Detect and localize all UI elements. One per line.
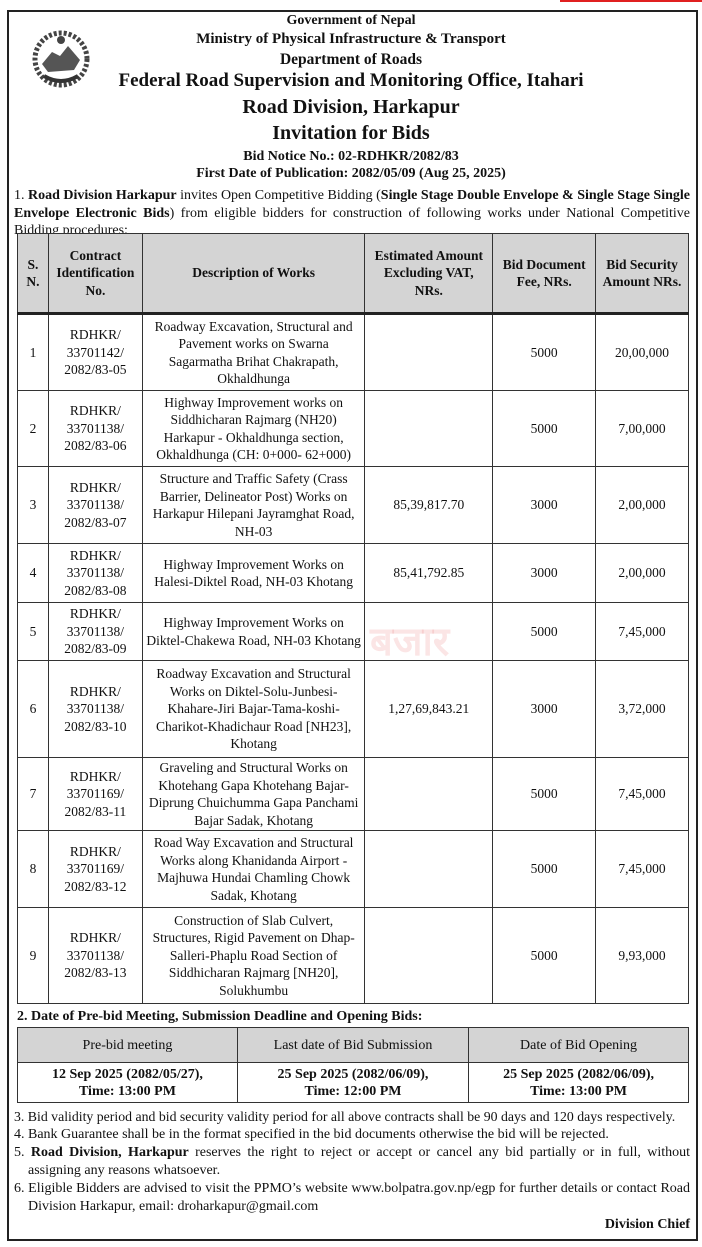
sn-cell: 6 [17,660,49,758]
bid-notice-no: Bid Notice No.: 02-RDHKR/2082/83 [243,149,459,164]
doc-fee-cell: 3000 [492,660,597,758]
sn-cell: 7 [17,757,49,831]
col-contract-id: Contract Identification No. [47,233,143,315]
opening-header: Date of Bid Opening [468,1027,689,1063]
top-red-line [560,0,702,2]
division-name: Road Division, Harkapur [242,96,460,118]
estimated-amount-cell [364,390,494,467]
works-table: S. N. Contract Identification No. Descri… [17,233,689,1004]
contract-id-cell: RDHKR/ 33701138/ 2082/83-06 [47,390,143,467]
description-cell: Highway Improvement Works on Halesi-Dikt… [141,543,366,603]
doc-fee-cell: 5000 [492,907,597,1004]
doc-fee-cell: 3000 [492,543,597,603]
table-row: 8 RDHKR/ 33701169/ 2082/83-12 Road Way Exc… [17,830,689,908]
contract-id-cell: RDHKR/ 33701169/ 2082/83-12 [47,830,143,908]
description-cell: Highway Improvement Works on Diktel-Chak… [141,602,366,661]
contract-id-cell: RDHKR/ 33701138/ 2082/83-10 [47,660,143,758]
col-sn: S. N. [17,233,49,315]
sn-cell: 3 [17,466,49,544]
col-estimated-amount: Estimated Amount Excluding VAT, NRs. [364,233,494,315]
table-row: 9 RDHKR/ 33701138/ 2082/83-13 Construction… [17,907,689,1004]
description-cell: Roadway Excavation, Structural and Pavem… [141,313,366,391]
doc-fee-cell: 5000 [492,602,597,661]
security-cell: 20,00,000 [595,313,689,391]
contract-id-cell: RDHKR/ 33701138/ 2082/83-09 [47,602,143,661]
estimated-amount-cell [364,757,494,831]
description-cell: Road Way Excavation and Structural Works… [141,830,366,908]
prebid-header: Pre-bid meeting [17,1027,238,1063]
doc-fee-cell: 5000 [492,390,597,467]
estimated-amount-cell [364,907,494,1004]
contract-id-cell: RDHKR/ 33701169/ 2082/83-11 [47,757,143,831]
sn-cell: 8 [17,830,49,908]
description-cell: Roadway Excavation and Structural Works … [141,660,366,758]
sn-cell: 2 [17,390,49,467]
security-cell: 2,00,000 [595,466,689,544]
security-cell: 7,45,000 [595,602,689,661]
doc-fee-cell: 5000 [492,757,597,831]
note-6: 6. Eligible Bidders are advised to visit… [14,1181,690,1214]
sn-cell: 9 [17,907,49,1004]
estimated-amount-cell: 1,27,69,843.21 [364,660,494,758]
opening-date: 25 Sep 2025 (2082/06/09), Time: 13:00 PM [468,1062,689,1103]
office-name: Federal Road Supervision and Monitoring … [118,70,584,91]
description-cell: Graveling and Structural Works on Khoteh… [141,757,366,831]
sn-cell: 1 [17,313,49,391]
contract-id-cell: RDHKR/ 33701138/ 2082/83-13 [47,907,143,1004]
notice-frame [7,10,698,1241]
table-row: 6 RDHKR/ 33701138/ 2082/83-10 Roadway Exca… [17,660,689,758]
estimated-amount-cell: 85,41,792.85 [364,543,494,603]
security-cell: 7,00,000 [595,390,689,467]
doc-fee-cell: 5000 [492,830,597,908]
dates-table: Pre-bid meeting Last date of Bid Submissi… [17,1027,689,1103]
security-cell: 2,00,000 [595,543,689,603]
description-cell: Structure and Traffic Safety (Crass Barr… [141,466,366,544]
col-description: Description of Works [141,233,366,315]
estimated-amount-cell [364,313,494,391]
table-row: 3 RDHKR/ 33701138/ 2082/83-07 Structure an… [17,466,689,544]
signature: Division Chief [604,1217,690,1232]
table-row: 1 RDHKR/ 33701142/ 2082/83-05 Roadway Exca… [17,313,689,391]
submission-header: Last date of Bid Submission [236,1027,470,1063]
table-row: 7 RDHKR/ 33701169/ 2082/83-11 Graveling an… [17,757,689,831]
table-header-row: S. N. Contract Identification No. Descri… [17,233,689,315]
security-cell: 7,45,000 [595,830,689,908]
description-cell: Highway Improvement works on Siddhichara… [141,390,366,467]
col-doc-fee: Bid Document Fee, NRs. [492,233,597,315]
table-row: 4 RDHKR/ 33701138/ 2082/83-08 Highway Impr… [17,543,689,603]
estimated-amount-cell [364,602,494,661]
contract-id-cell: RDHKR/ 33701138/ 2082/83-07 [47,466,143,544]
doc-fee-cell: 5000 [492,313,597,391]
section2-title: 2. Date of Pre-bid Meeting, Submission D… [17,1009,423,1024]
contract-id-cell: RDHKR/ 33701142/ 2082/83-05 [47,313,143,391]
gov-name: Government of Nepal [286,13,416,28]
security-cell: 3,72,000 [595,660,689,758]
note-3: 3. Bid validity period and bid security … [14,1109,676,1124]
ministry-name: Ministry of Physical Infrastructure & Tr… [196,31,506,47]
table-row: 5 RDHKR/ 33701138/ 2082/83-09 Highway Impr… [17,602,689,661]
contract-id-cell: RDHKR/ 33701138/ 2082/83-08 [47,543,143,603]
sn-cell: 4 [17,543,49,603]
submission-date: 25 Sep 2025 (2082/06/09), Time: 12:00 PM [236,1062,470,1103]
security-cell: 9,93,000 [595,907,689,1004]
department-name: Department of Roads [279,51,423,68]
sn-cell: 5 [17,602,49,661]
estimated-amount-cell [364,830,494,908]
note-5: 5. Road Division, Harkapur reserves the … [14,1145,691,1178]
security-cell: 7,45,000 [595,757,689,831]
table-row: 2 RDHKR/ 33701138/ 2082/83-06 Highway Impr… [17,390,689,467]
note-4: 4. Bank Guarantee shall be in the format… [14,1127,609,1142]
watermark: बजार [370,619,450,665]
estimated-amount-cell: 85,39,817.70 [364,466,494,544]
publication-date: First Date of Publication: 2082/05/09 (A… [196,166,506,181]
nepal-emblem-icon [32,30,90,88]
intro-paragraph: 1. Road Division Harkapur invites Open C… [14,188,691,238]
col-security: Bid Security Amount NRs. [595,233,689,315]
description-cell: Construction of Slab Culvert, Structures… [141,907,366,1004]
notice-title: Invitation for Bids [272,122,430,144]
doc-fee-cell: 3000 [492,466,597,544]
prebid-date: 12 Sep 2025 (2082/05/27), Time: 13:00 PM [17,1062,238,1103]
